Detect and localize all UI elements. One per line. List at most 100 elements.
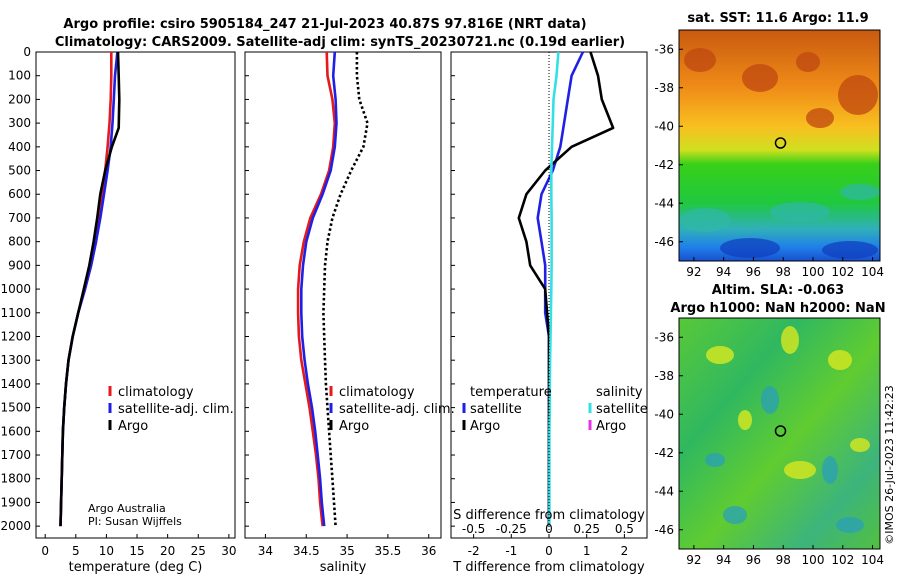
map-lon-label: 100 — [802, 265, 825, 279]
x-tick-label: 36 — [421, 544, 436, 558]
map-lat-label: -46 — [654, 235, 674, 249]
x-tick-label: 15 — [129, 544, 144, 558]
credit-line2: PI: Susan Wijffels — [88, 515, 182, 528]
map-lon-label: 96 — [746, 265, 761, 279]
x-tick-label: -2 — [468, 544, 480, 558]
legend-label-satellite-clim: satellite-adj. clim. — [339, 402, 455, 417]
y-tick-label: 500 — [8, 164, 31, 178]
x-tick-label: 30 — [221, 544, 236, 558]
salinity-panel: 34 34.5 35 35.5 36 salinity — [244, 51, 442, 575]
map-lat-label: -44 — [654, 196, 674, 210]
y-tick-label: 600 — [8, 187, 31, 201]
s-axis-label: S difference from climatology — [453, 508, 645, 523]
map-lat-label: -38 — [654, 369, 674, 383]
sst-map-frame — [678, 29, 881, 262]
y-tick-label: 400 — [8, 140, 31, 154]
sla-teal-patches — [705, 386, 864, 533]
s-tick-label: -0.5 — [462, 522, 485, 536]
map-lon-label: 104 — [861, 265, 884, 279]
sla-map: 92 94 96 98 100 102 104 -36 -38 -40 -42 -44 -46 — [654, 317, 884, 567]
legend-label-temp-argo: Argo — [470, 419, 500, 434]
y-tick-label: 1600 — [0, 424, 31, 438]
map-lat-label: -42 — [654, 158, 674, 172]
x-tick-label: 2 — [621, 544, 629, 558]
y-tick-label: 800 — [8, 235, 31, 249]
series-line-2 — [517, 51, 615, 527]
y-tick-label: 1400 — [0, 377, 31, 391]
plot-frame — [35, 51, 236, 539]
sst-map-title: sat. SST: 11.6 Argo: 11.9 — [687, 11, 868, 26]
y-tick-label: 700 — [8, 211, 31, 225]
figure-title-line2: Climatology: CARS2009. Satellite-adj cli… — [55, 35, 625, 50]
map-lon-label: 104 — [861, 553, 884, 567]
legend-label-temp-satellite: satellite — [470, 402, 522, 417]
y-tick-label: 2000 — [0, 519, 31, 533]
x-tick-label: 25 — [191, 544, 206, 558]
map-lat-label: -38 — [654, 81, 674, 95]
y-tick-label: 1300 — [0, 353, 31, 367]
difference-legend: temperature satellite Argo salinity sate… — [462, 385, 648, 434]
sla-yellow-patches — [706, 326, 870, 479]
map-lon-label: 92 — [686, 265, 701, 279]
sla-map-frame — [678, 317, 881, 550]
y-tick-label: 1000 — [0, 282, 31, 296]
x-tick-label: -1 — [505, 544, 517, 558]
s-tick-label: 0.5 — [615, 522, 634, 536]
y-tick-label: 0 — [23, 45, 31, 59]
s-tick-label: 0.25 — [573, 522, 600, 536]
x-tick-label: 34 — [258, 544, 273, 558]
x-tick-label: 1 — [583, 544, 591, 558]
x-tick-label: 0 — [41, 544, 49, 558]
y-tick-label: 900 — [8, 258, 31, 272]
map-lat-label: -40 — [654, 407, 674, 421]
sst-blue-patches — [720, 238, 878, 259]
y-tick-label: 1200 — [0, 329, 31, 343]
y-tick-label: 300 — [8, 116, 31, 130]
y-tick-label: 1100 — [0, 306, 31, 320]
y-tick-label: 1500 — [0, 401, 31, 415]
plot-frame — [244, 51, 442, 539]
map-lon-label: 98 — [776, 553, 791, 567]
argo-location-marker — [774, 137, 787, 149]
x-tick-label: 35 — [339, 544, 354, 558]
x-tick-label: 34.5 — [293, 544, 320, 558]
temperature-legend: climatology satellite-adj. clim. Argo — [108, 385, 234, 434]
s-tick-label: 0 — [545, 522, 553, 536]
x-tick-label: 0 — [545, 544, 553, 558]
legend-label-argo: Argo — [339, 419, 369, 434]
map-lon-label: 102 — [831, 265, 854, 279]
map-lat-label: -42 — [654, 446, 674, 460]
imos-stamp: ©IMOS 26-Jul-2023 11:42:23 — [883, 385, 896, 545]
argo-location-marker — [774, 425, 787, 437]
difference-panel: -2 -1 0 1 2 T difference from climatology S di… — [450, 51, 648, 575]
x-axis-label: salinity — [320, 560, 367, 575]
legend-label-argo: Argo — [118, 419, 148, 434]
y-tick-label: 1700 — [0, 448, 31, 462]
s-tick-label: -0.25 — [496, 522, 527, 536]
x-tick-label: 35.5 — [375, 544, 402, 558]
map-lon-label: 96 — [746, 553, 761, 567]
x-tick-label: 20 — [160, 544, 175, 558]
x-axis-label: T difference from climatology — [452, 560, 645, 575]
map-lon-label: 94 — [716, 553, 731, 567]
x-tick-label: 10 — [99, 544, 114, 558]
legend-title-temperature: temperature — [470, 385, 552, 400]
y-tick-label: 1800 — [0, 472, 31, 486]
series-line-3 — [548, 51, 560, 527]
legend-label-climatology: climatology — [118, 385, 194, 400]
sst-warm-patches — [684, 48, 878, 128]
map-lon-label: 94 — [716, 265, 731, 279]
series-line-1 — [296, 51, 337, 527]
legend-label-satellite-clim: satellite-adj. clim. — [118, 402, 234, 417]
map-lat-label: -44 — [654, 484, 674, 498]
map-lat-label: -36 — [654, 42, 674, 56]
x-tick-label: 5 — [72, 544, 80, 558]
x-axis-label: temperature (deg C) — [69, 560, 203, 575]
temperature-panel: 0100200300400500600700800900100011001200… — [0, 45, 236, 575]
salinity-legend: climatology satellite-adj. clim. Argo — [329, 385, 455, 434]
series-line-3 — [322, 52, 369, 527]
map-lat-label: -46 — [654, 523, 674, 537]
map-lat-label: -40 — [654, 119, 674, 133]
map-lon-label: 98 — [776, 265, 791, 279]
